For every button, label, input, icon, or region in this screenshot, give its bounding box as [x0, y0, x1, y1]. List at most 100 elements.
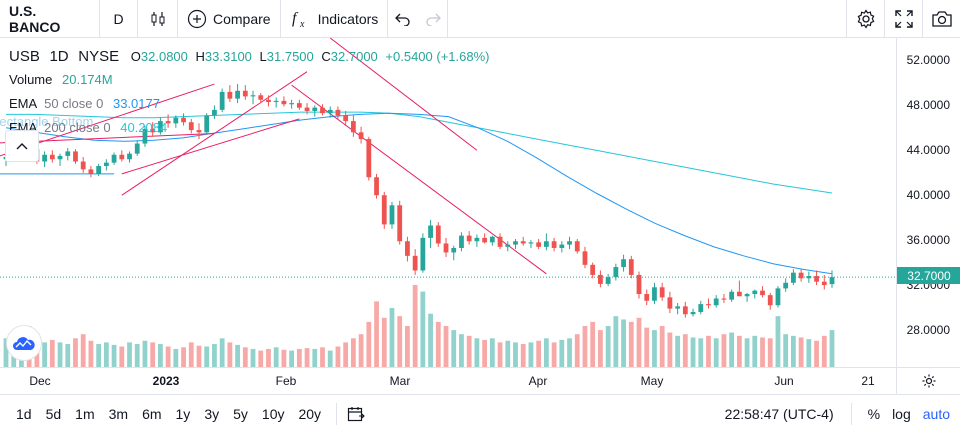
candle-body: [335, 109, 341, 116]
candle-body: [652, 287, 657, 301]
candle-body: [327, 109, 333, 114]
volume-bar: [536, 340, 542, 367]
volume-bar: [775, 316, 781, 367]
candle-body: [690, 311, 696, 315]
volume-bar: [312, 348, 318, 367]
settings-button[interactable]: [846, 0, 884, 38]
svg-text:x: x: [299, 19, 305, 29]
trend-line: [0, 83, 215, 157]
chart-style-button[interactable]: [138, 0, 178, 38]
candle-body: [320, 107, 325, 114]
candle-body: [760, 290, 765, 296]
legend-ema200: EMA 200 close 0 40.2084: [9, 120, 167, 135]
volume-bar: [250, 348, 256, 367]
clock[interactable]: 22:58:47 (UTC-4): [724, 406, 834, 422]
tradingview-logo[interactable]: [6, 325, 42, 361]
compare-button[interactable]: Compare: [178, 0, 281, 38]
cloud-logo-icon: [13, 337, 35, 350]
range-3y[interactable]: 3y: [204, 406, 220, 422]
price-chart[interactable]: [0, 38, 896, 367]
price-tick: 52.0000: [906, 53, 950, 68]
volume-bar: [227, 342, 233, 367]
range-6m[interactable]: 6m: [142, 406, 162, 422]
candle-body: [574, 241, 580, 252]
candle-body: [520, 241, 526, 244]
candle-body: [96, 166, 102, 174]
volume-bar: [235, 344, 240, 367]
candle-body: [829, 277, 835, 285]
volume-bar: [420, 291, 426, 367]
candle-body: [312, 107, 318, 111]
trend-line: [329, 38, 478, 151]
fullscreen-button[interactable]: [884, 0, 922, 38]
volume-bar: [667, 332, 673, 367]
volume-bar: [320, 347, 325, 367]
candle-body: [134, 143, 140, 154]
percent-toggle[interactable]: %: [867, 406, 881, 422]
range-5y[interactable]: 5y: [233, 406, 248, 422]
legend-o-label: O: [130, 49, 141, 64]
undo-icon: [395, 13, 410, 26]
volume-bar: [690, 337, 696, 367]
volume-bar: [752, 335, 758, 367]
volume-bar: [188, 342, 194, 367]
time-tick: 2023: [152, 374, 180, 388]
candle-body: [582, 251, 588, 265]
time-axis[interactable]: Dec 2023 Feb Mar Apr May Jun 21: [0, 367, 960, 394]
volume-bar: [296, 348, 302, 367]
candle-body: [821, 281, 827, 286]
candle-body: [227, 91, 233, 99]
volume-bar: [621, 319, 626, 367]
redo-button[interactable]: [418, 0, 449, 38]
candle-body: [474, 237, 480, 242]
candle-body: [675, 306, 681, 309]
candle-body: [250, 95, 256, 97]
candle-body: [536, 242, 542, 247]
interval-button[interactable]: D: [100, 0, 138, 38]
volume-bar: [181, 347, 186, 367]
time-tick: Apr: [528, 374, 548, 388]
volume-bar: [520, 344, 526, 367]
auto-toggle[interactable]: auto: [922, 406, 950, 422]
volume-bar: [111, 344, 117, 367]
candle-body: [343, 115, 349, 122]
volume-bar: [327, 350, 333, 367]
snapshot-button[interactable]: [922, 0, 960, 38]
legend-ema50: EMA 50 close 0 33.0177: [9, 96, 160, 111]
undo-button[interactable]: [388, 0, 418, 38]
range-10y[interactable]: 10y: [261, 406, 285, 422]
candle-body: [528, 242, 534, 244]
candle-body: [103, 162, 109, 167]
candle-body: [296, 103, 302, 108]
collapse-legend-button[interactable]: [5, 130, 39, 162]
range-5d[interactable]: 5d: [45, 406, 62, 422]
candle-body: [150, 128, 156, 133]
volume-bar: [212, 344, 217, 367]
volume-bar: [497, 342, 503, 367]
candle-body: [181, 117, 186, 123]
candle-body: [636, 274, 642, 295]
candle-body: [212, 109, 217, 116]
volume-bar: [157, 344, 163, 367]
range-1m[interactable]: 1m: [75, 406, 95, 422]
interval-label: D: [113, 10, 124, 27]
chart-pane[interactable]: USB 1D NYSE O32.0800 H33.3100 L31.7500 C…: [0, 38, 896, 367]
range-1y[interactable]: 1y: [175, 406, 191, 422]
axis-settings-button[interactable]: [896, 368, 960, 394]
volume-bar: [358, 334, 364, 367]
range-1d[interactable]: 1d: [16, 406, 32, 422]
symbol-search-button[interactable]: U.S. BANCO: [0, 0, 100, 38]
volume-bar: [57, 342, 63, 367]
volume-bar: [466, 335, 472, 367]
volume-bar: [49, 339, 55, 367]
candle-body: [814, 276, 819, 282]
range-3m[interactable]: 3m: [108, 406, 129, 422]
volume-bar: [150, 342, 156, 367]
go-to-date-button[interactable]: [347, 406, 365, 422]
range-20y[interactable]: 20y: [298, 406, 322, 422]
price-axis[interactable]: 28.0000 32.0000 36.0000 40.0000 44.0000 48.00…: [896, 38, 960, 367]
candle-body: [389, 205, 395, 225]
candle-body: [88, 169, 94, 174]
log-toggle[interactable]: log: [892, 406, 911, 422]
